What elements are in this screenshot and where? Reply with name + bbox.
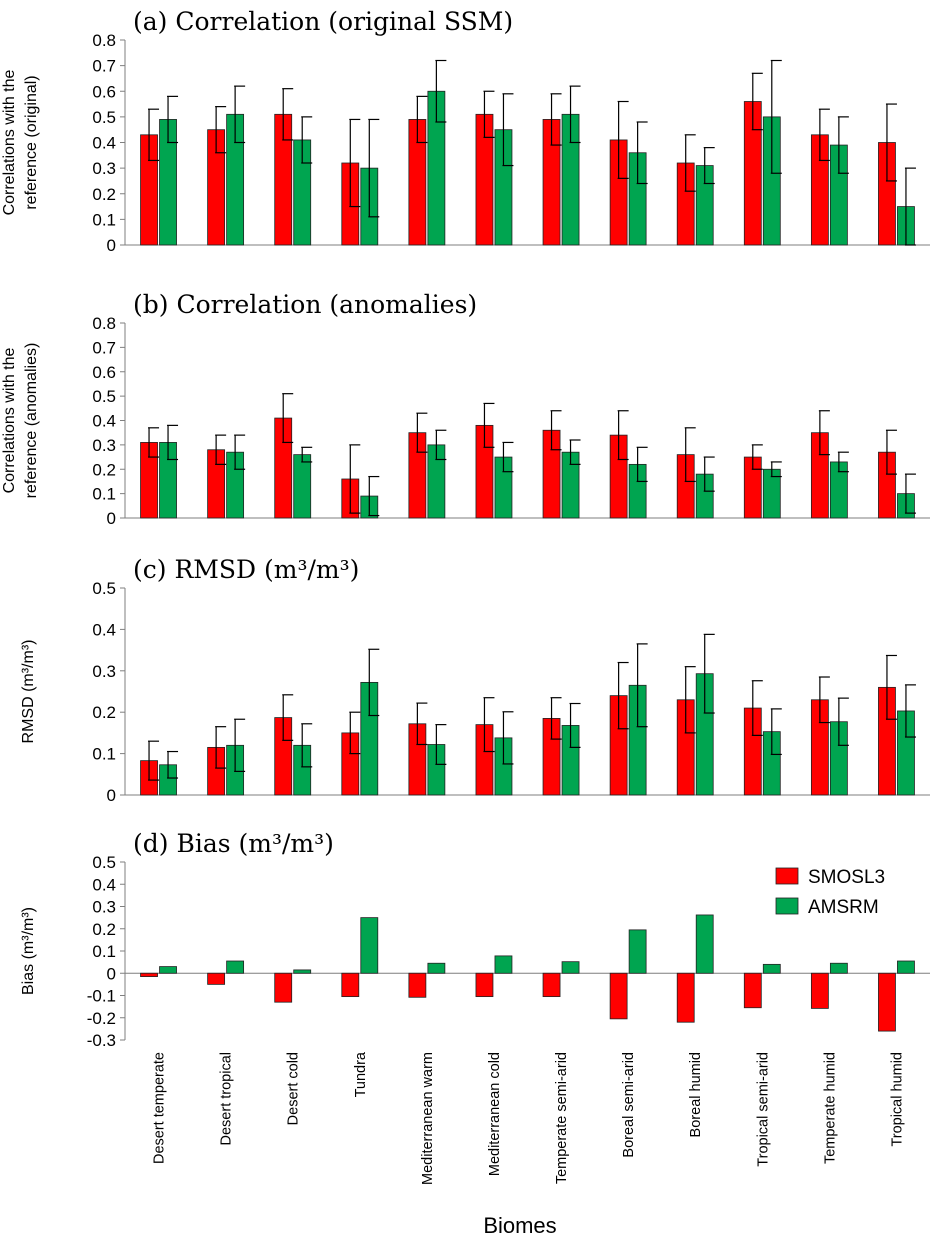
category-label: Boreal semi-arid [621, 1052, 637, 1158]
panel-c-y-tick-label: 0.5 [92, 579, 116, 598]
panel-d-bar-smosl3 [878, 972, 896, 1032]
panel-d-y-tick-label: 0.5 [92, 853, 116, 872]
panel-b-bar-amsrm [293, 454, 312, 519]
category-label: Tropical humid [889, 1052, 905, 1147]
panel-d-title: (d) Bias (m³/m³) [133, 829, 334, 858]
panel-b: (b) Correlation (anomalies) Correlations … [1, 290, 930, 528]
panel-d: (d) Bias (m³/m³) Bias (m³/m³) -0.3 -0.2 -0.1… [20, 829, 930, 1050]
panel-d-y-tick-label: -0.2 [87, 1009, 116, 1028]
panel-d-bar-amsrm [897, 960, 915, 974]
panel-b-y-tick-label: 0.1 [92, 485, 116, 504]
panel-d-y-axis-title-line: Bias (m³/m³) [20, 907, 37, 995]
panel-d-bar-smosl3 [207, 972, 226, 985]
panel-b-y-axis-title-line: reference (anomalies) [23, 343, 40, 499]
panel-d-bar-amsrm [561, 961, 580, 974]
category-label: Tundra [353, 1051, 369, 1097]
panel-d-bar-smosl3 [408, 972, 427, 998]
panel-d-bar-amsrm [628, 929, 647, 974]
panel-d-y-tick-label: -0.1 [87, 987, 116, 1006]
panel-d-bar-smosl3 [341, 972, 360, 998]
panel-a-y-tick-label: 0.2 [92, 185, 116, 204]
panel-d-bar-amsrm [159, 966, 177, 974]
panel-c-y-tick-label: 0.4 [92, 620, 116, 639]
panel-b-y-tick-label: 0.3 [92, 436, 116, 455]
panel-b-y-axis-title: Correlations with the reference (anomalie… [1, 343, 40, 499]
panel-c-title: (c) RMSD (m³/m³) [133, 555, 359, 584]
panel-d-y-tick-label: 0 [107, 964, 116, 983]
panel-b-y-tick-label: 0.7 [92, 338, 116, 357]
panel-c-y-tick-label: 0.1 [92, 745, 116, 764]
panel-d-bar-smosl3 [609, 972, 628, 1020]
panel-b-y-tick-label: 0 [107, 509, 116, 528]
panel-a-y-axis-title: Correlations with the reference (original… [1, 69, 40, 215]
panel-b-y-tick-label: 0.4 [92, 412, 116, 431]
panel-b-y-tick-label: 0.8 [92, 314, 116, 333]
panel-d-bar-amsrm [695, 914, 714, 974]
panel-d-bar-amsrm [360, 917, 379, 974]
panel-a-y-tick-label: 0.8 [92, 31, 116, 50]
panel-d-y-axis-title: Bias (m³/m³) [20, 907, 37, 995]
panel-b-title: (b) Correlation (anomalies) [133, 290, 477, 319]
panel-a-y-tick-label: 0.6 [92, 82, 116, 101]
panel-b-y-tick-label: 0.6 [92, 363, 116, 382]
panel-c-y-tick-label: 0.2 [92, 703, 116, 722]
panel-a-y-axis-title-line: Correlations with the [1, 69, 18, 215]
panel-a-y-tick-label: 0.3 [92, 159, 116, 178]
category-label: Mediterranean cold [487, 1052, 503, 1176]
panel-d-y-tick-label: 0.2 [92, 920, 116, 939]
panel-a: (a) Correlation (original SSM) Correlatio… [1, 7, 930, 255]
category-label: Temperate semi-arid [554, 1052, 570, 1184]
panel-b-y-axis-title-line: Correlations with the [1, 347, 18, 493]
panel-d-bar-amsrm [494, 955, 513, 974]
legend: SMOSL3 AMSRM [775, 867, 885, 918]
panel-a-y-tick-label: 0.1 [92, 210, 116, 229]
panel-c: (c) RMSD (m³/m³) RMSD (m³/m³) 0 0.1 0.2 0.3 0.… [20, 555, 930, 805]
panel-c-y-tick-label: 0.3 [92, 662, 116, 681]
category-label: Boreal humid [688, 1052, 704, 1137]
category-label: Desert cold [286, 1052, 302, 1125]
panel-a-y-axis-title-line: reference (original) [23, 75, 40, 209]
panel-d-bar-smosl3 [676, 972, 695, 1023]
panel-d-bar-smosl3 [810, 972, 829, 1009]
panel-c-y-axis-title: RMSD (m³/m³) [20, 640, 37, 744]
panel-d-bar-smosl3 [274, 972, 293, 1003]
panel-b-y-tick-label: 0.2 [92, 460, 116, 479]
category-label: Desert tropical [219, 1052, 235, 1145]
panel-d-bar-smosl3 [140, 972, 158, 977]
panel-a-title: (a) Correlation (original SSM) [133, 7, 513, 36]
panel-d-y-tick-label: 0.4 [92, 875, 116, 894]
panel-d-bar-amsrm [829, 962, 848, 974]
panel-a-y-tick-label: 0 [107, 236, 116, 255]
category-label: Mediterranean warm [420, 1052, 436, 1185]
panel-b-y-tick-label: 0.5 [92, 387, 116, 406]
panel-d-y-tick-label: 0.3 [92, 898, 116, 917]
category-label: Temperate humid [822, 1052, 838, 1164]
panel-d-bar-smosl3 [475, 972, 494, 998]
panel-a-y-tick-label: 0.7 [92, 57, 116, 76]
category-label: Tropical semi-arid [755, 1052, 771, 1167]
x-axis-title: Biomes [483, 1213, 556, 1238]
legend-swatch-amsrm [775, 897, 799, 915]
category-label: Desert temperate [152, 1052, 168, 1164]
legend-label-amsrm: AMSRM [808, 897, 879, 918]
panel-d-bar-amsrm [293, 969, 312, 974]
panel-d-bar-smosl3 [542, 972, 561, 998]
legend-label-smosl3: SMOSL3 [808, 867, 885, 888]
legend-swatch-smosl3 [775, 867, 799, 885]
panel-c-y-axis-title-line: RMSD (m³/m³) [20, 640, 37, 744]
panel-d-y-tick-label: -0.3 [87, 1031, 116, 1050]
panel-d-bar-amsrm [226, 960, 245, 974]
panel-a-y-tick-label: 0.4 [92, 134, 116, 153]
panel-a-y-tick-label: 0.5 [92, 108, 116, 127]
panel-d-bar-amsrm [427, 962, 446, 974]
panel-d-bar-amsrm [762, 963, 781, 974]
panel-c-y-tick-label: 0 [107, 786, 116, 805]
panel-d-bar-smosl3 [743, 972, 762, 1009]
panel-d-y-tick-label: 0.1 [92, 942, 116, 961]
